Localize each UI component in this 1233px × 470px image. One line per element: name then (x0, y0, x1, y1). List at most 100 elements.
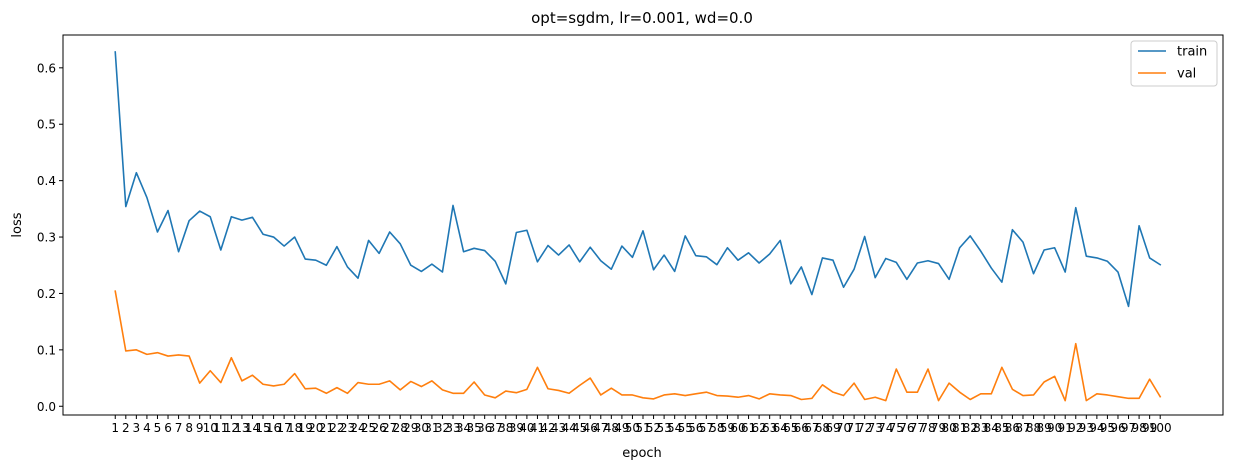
x-tick-label: 87 (1015, 421, 1030, 435)
x-tick-label: 80 (941, 421, 956, 435)
x-tick-label: 76 (899, 421, 914, 435)
x-tick-label: 18 (287, 421, 302, 435)
x-tick-label: 86 (1005, 421, 1020, 435)
x-tick-label: 74 (878, 421, 893, 435)
x-tick-label: 20 (308, 421, 323, 435)
x-tick-label: 97 (1121, 421, 1136, 435)
x-tick-label: 23 (340, 421, 355, 435)
x-tick-label: 89 (1036, 421, 1051, 435)
x-tick-label: 46 (583, 421, 598, 435)
x-tick-label: 13 (234, 421, 249, 435)
x-tick-label: 78 (920, 421, 935, 435)
x-tick-label: 66 (794, 421, 809, 435)
x-tick-label: 62 (751, 421, 766, 435)
x-tick-label: 70 (836, 421, 851, 435)
x-tick-label: 30 (414, 421, 429, 435)
x-tick-label: 14 (245, 421, 260, 435)
x-tick-label: 11 (213, 421, 228, 435)
x-tick-label: 79 (931, 421, 946, 435)
x-tick-label: 75 (889, 421, 904, 435)
legend: train val (1130, 40, 1218, 87)
x-tick-label: 1 (111, 421, 119, 435)
x-tick-label: 60 (730, 421, 745, 435)
y-axis-ticks: 0.0 0.1 0.2 0.3 0.4 0.5 0.6 (37, 61, 63, 414)
x-tick-label: 99 (1142, 421, 1157, 435)
x-tick-label: 57 (699, 421, 714, 435)
x-tick-label: 48 (604, 421, 619, 435)
x-tick-label: 39 (509, 421, 524, 435)
x-tick-label: 22 (329, 421, 344, 435)
legend-box (1130, 40, 1218, 87)
x-tick-label: 61 (741, 421, 756, 435)
x-tick-label: 32 (435, 421, 450, 435)
x-tick-label: 64 (773, 421, 788, 435)
x-tick-label: 36 (477, 421, 492, 435)
y-tick-label: 0.0 (37, 400, 56, 414)
x-tick-label: 29 (403, 421, 418, 435)
x-tick-label: 69 (825, 421, 840, 435)
x-tick-label: 8 (185, 421, 193, 435)
x-tick-label: 43 (551, 421, 566, 435)
x-tick-label: 37 (488, 421, 503, 435)
y-tick-label: 0.6 (37, 61, 56, 75)
x-tick-label: 45 (572, 421, 587, 435)
x-tick-label: 44 (561, 421, 576, 435)
x-tick-label: 5 (154, 421, 162, 435)
x-tick-label: 15 (255, 421, 270, 435)
x-tick-label: 77 (910, 421, 925, 435)
y-tick-label: 0.4 (37, 174, 56, 188)
x-tick-label: 72 (857, 421, 872, 435)
x-tick-label: 7 (175, 421, 183, 435)
x-tick-label: 67 (804, 421, 819, 435)
chart-title: opt=sgdm, lr=0.001, wd=0.0 (531, 9, 753, 27)
x-tick-label: 100 (1149, 421, 1172, 435)
x-tick-label: 92 (1068, 421, 1083, 435)
x-tick-label: 28 (393, 421, 408, 435)
x-tick-label: 17 (276, 421, 291, 435)
x-tick-label: 42 (540, 421, 555, 435)
x-tick-label: 98 (1131, 421, 1146, 435)
series-line-train (114, 51, 1162, 308)
x-tick-label: 12 (224, 421, 239, 435)
x-tick-label: 21 (319, 421, 334, 435)
x-tick-label: 96 (1110, 421, 1125, 435)
x-tick-label: 47 (593, 421, 608, 435)
x-tick-label: 82 (963, 421, 978, 435)
x-tick-label: 52 (646, 421, 661, 435)
x-tick-label: 54 (667, 421, 682, 435)
x-tick-label: 19 (298, 421, 313, 435)
x-tick-label: 26 (371, 421, 386, 435)
x-tick-label: 68 (815, 421, 830, 435)
series-line-val (114, 290, 1162, 402)
x-tick-label: 6 (164, 421, 172, 435)
y-tick-label: 0.5 (37, 118, 56, 132)
x-tick-label: 95 (1100, 421, 1115, 435)
x-tick-label: 81 (952, 421, 967, 435)
x-tick-label: 91 (1058, 421, 1073, 435)
x-tick-label: 51 (635, 421, 650, 435)
x-tick-label: 2 (122, 421, 130, 435)
x-tick-label: 3 (133, 421, 141, 435)
x-tick-label: 58 (709, 421, 724, 435)
series-layer (114, 51, 1162, 402)
x-tick-label: 55 (678, 421, 693, 435)
x-tick-label: 59 (720, 421, 735, 435)
x-axis-ticks: 1 2 3 4 5 6 7 8 9 1011121314151617181920212223242… (111, 415, 1172, 435)
y-tick-label: 0.2 (37, 287, 56, 301)
plot-frame (62, 34, 1224, 416)
x-tick-label: 63 (762, 421, 777, 435)
x-tick-label: 53 (656, 421, 671, 435)
y-tick-label: 0.1 (37, 343, 56, 357)
x-tick-label: 4 (143, 421, 151, 435)
x-tick-label: 34 (456, 421, 471, 435)
x-tick-label: 25 (361, 421, 376, 435)
x-tick-label: 94 (1089, 421, 1104, 435)
x-tick-label: 38 (498, 421, 513, 435)
x-tick-label: 41 (530, 421, 545, 435)
x-tick-label: 35 (466, 421, 481, 435)
y-axis-label: loss (10, 212, 25, 237)
x-tick-label: 31 (424, 421, 439, 435)
x-tick-label: 9 (196, 421, 204, 435)
legend-label-train: train (1177, 45, 1207, 60)
